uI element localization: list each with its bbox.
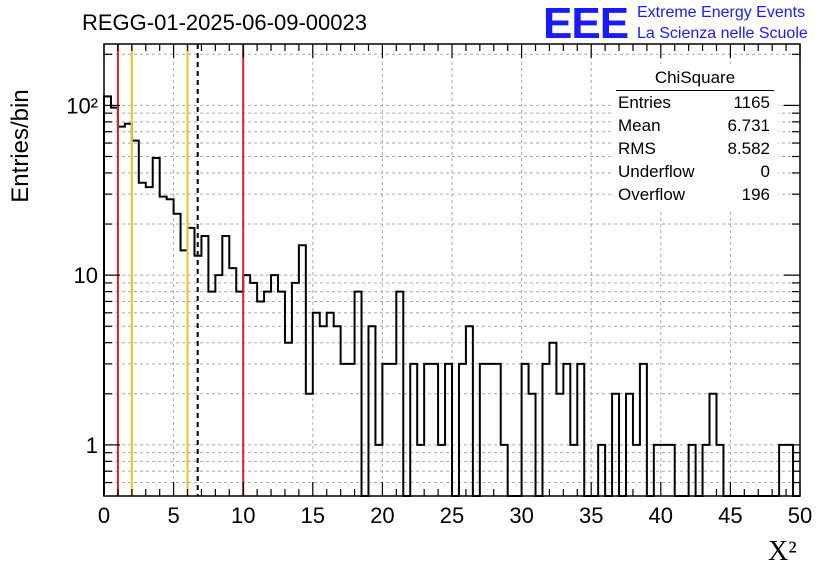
histogram-bin	[348, 364, 355, 496]
histogram-bin	[167, 199, 174, 496]
stat-row-entries: Entries 1165	[618, 93, 770, 115]
histogram-outline	[103, 95, 800, 497]
histogram-bin	[410, 364, 417, 496]
histogram-bin	[250, 283, 257, 496]
histogram-bin	[243, 275, 250, 496]
x-tick-label: 10	[231, 503, 255, 528]
x-axis-label: X²	[768, 536, 797, 567]
stats-title: ChiSquare	[654, 68, 736, 87]
histogram-bin	[424, 364, 431, 496]
chart-title: REGG-01-2025-06-09-00023	[82, 10, 367, 35]
x-tick-label: 30	[509, 503, 533, 528]
stat-row-overflow: Overflow 196	[618, 185, 770, 207]
y-axis-label-wrap: Entries/bin	[4, 89, 44, 202]
histogram-bin	[563, 364, 570, 496]
histogram-bin	[466, 326, 473, 496]
stat-label: Overflow	[618, 185, 686, 204]
stat-row-underflow: Underflow 0	[618, 162, 770, 184]
histogram-bin	[577, 364, 584, 496]
histogram-bin	[118, 127, 125, 496]
x-tick-label: 5	[167, 503, 179, 528]
histogram-bin	[480, 364, 487, 496]
histogram-bin	[257, 301, 264, 496]
histogram-bin	[431, 364, 438, 496]
histogram-bin	[522, 364, 529, 496]
x-tick-label: 25	[440, 503, 464, 528]
histogram-bin	[215, 275, 222, 496]
histogram-bin	[382, 364, 389, 496]
histogram-bin	[313, 313, 320, 496]
histogram-bin	[160, 197, 167, 496]
x-tick-label: 50	[788, 503, 812, 528]
histogram-bin	[292, 283, 299, 496]
y-tick-label: 10	[74, 263, 98, 288]
histogram-bin	[368, 326, 375, 496]
x-tick-label: 15	[301, 503, 325, 528]
y-tick-label: 1	[86, 433, 98, 458]
histogram-bin	[320, 326, 327, 496]
stat-label: RMS	[618, 139, 656, 158]
x-tick-label: 40	[649, 503, 673, 528]
histogram-bin	[459, 364, 466, 496]
histogram-bin	[389, 364, 396, 496]
stat-label: Underflow	[618, 162, 695, 181]
stat-value: 1165	[733, 93, 770, 112]
histogram-bin	[445, 364, 452, 496]
stat-row-rms: RMS 8.582	[618, 139, 770, 161]
histogram-bin	[271, 275, 278, 496]
stats-divider	[616, 90, 774, 91]
histogram-bin	[334, 326, 341, 496]
x-tick-label: 0	[98, 503, 110, 528]
x-tick-label: 45	[718, 503, 742, 528]
histogram-bin	[494, 364, 501, 496]
histogram-bin	[188, 228, 195, 496]
logo-line-1: Extreme Energy Events	[637, 4, 806, 21]
stats-box: ChiSquare Entries 1165 Mean 6.731 RMS 8.…	[612, 64, 778, 212]
histogram-bin	[146, 187, 153, 496]
histogram-bin	[542, 364, 549, 496]
histogram-bin	[341, 364, 348, 496]
histogram-bin	[640, 364, 647, 496]
histogram-bin	[125, 124, 132, 496]
stat-value: 6.731	[727, 116, 770, 135]
histogram-bin	[549, 343, 556, 496]
x-tick-label: 20	[370, 503, 394, 528]
logo-line-2: La Scienza nelle Scuole	[637, 25, 808, 42]
stat-value: 196	[741, 185, 770, 204]
y-axis-label: Entries/bin	[7, 89, 34, 203]
stat-label: Entries	[618, 93, 671, 112]
histogram-bin	[174, 214, 181, 496]
histogram-bin	[487, 364, 494, 496]
x-tick-label: 35	[579, 503, 603, 528]
stat-value: 8.582	[727, 139, 770, 158]
eee-logo: EEE	[543, 0, 629, 48]
y-tick-label: 10²	[66, 93, 98, 118]
stat-value: 0	[760, 162, 770, 181]
histogram-bin	[285, 343, 292, 496]
stat-label: Mean	[618, 116, 661, 135]
histogram-bin	[181, 250, 188, 496]
stat-row-mean: Mean 6.731	[618, 116, 770, 138]
histogram-bin	[139, 183, 146, 496]
histogram-bin	[327, 313, 334, 496]
